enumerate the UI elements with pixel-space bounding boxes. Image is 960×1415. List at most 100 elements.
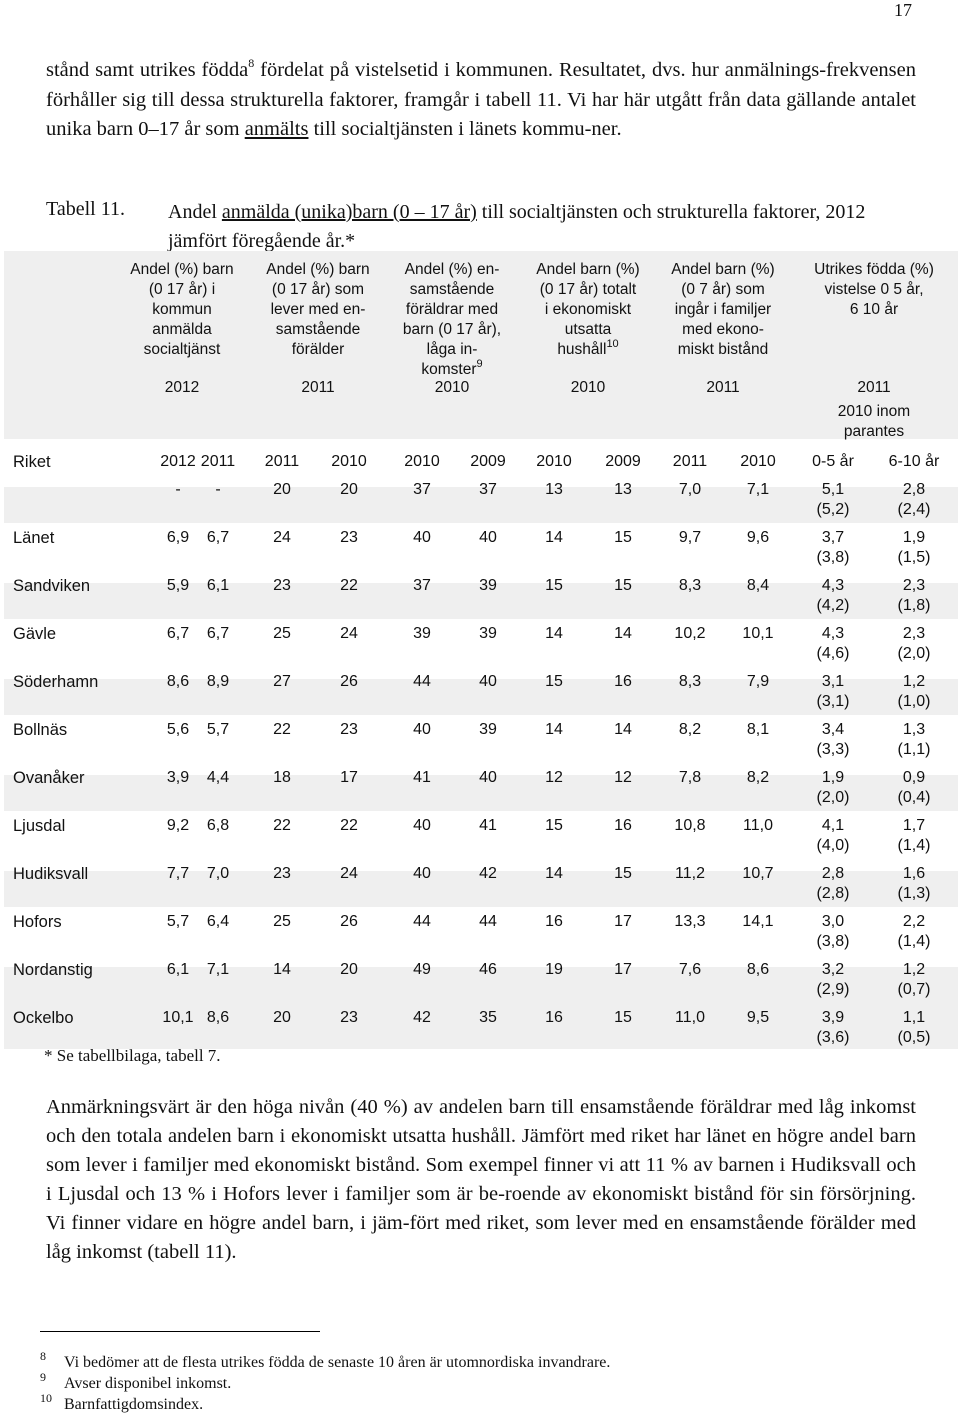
row-label: Ovanåker (13, 769, 85, 787)
body-text: Anmärkningsvärt är den höga nivån (40 %)… (46, 1096, 916, 1263)
intro-paragraph: stånd samt utrikes födda8 fördelat på vi… (46, 56, 916, 145)
data-cell: 27 (273, 673, 291, 690)
intro-text-3: till socialtjänsten i länets kommu-ner. (308, 118, 622, 140)
data-cell: 3,0 (821, 913, 845, 930)
data-cell: 9,7 (678, 529, 702, 546)
data-cell: 10,1 (742, 625, 774, 642)
data-cell: 9,5 (746, 1009, 770, 1026)
data-cell: 1,2 (902, 673, 926, 690)
data-cell: (3,1) (816, 693, 850, 710)
data-cell: 8,3 (678, 577, 702, 594)
column-header-line: Andel (%) barn (266, 261, 370, 278)
data-cell: 2,3 (902, 625, 926, 642)
data-cell: 4,3 (821, 625, 845, 642)
data-cell: 44 (413, 673, 431, 690)
data-cell: 40 (479, 529, 497, 546)
data-cell: 17 (614, 961, 632, 978)
year-cell: 2010 (331, 453, 367, 470)
data-cell: (3,8) (816, 933, 850, 950)
row-shading (4, 775, 958, 811)
data-cell: (1,4) (897, 933, 931, 950)
column-year: 2010 (434, 379, 470, 396)
footnote-9: 9 Avser disponibel inkomst. (40, 1367, 231, 1394)
data-cell: 6,1 (166, 961, 190, 978)
data-cell: 39 (413, 625, 431, 642)
year-cell: 2012 (160, 453, 196, 470)
data-cell: (0,5) (897, 1029, 931, 1046)
data-cell: 37 (413, 481, 431, 498)
footnote-number: 10 (40, 1391, 52, 1405)
data-cell: 6,9 (166, 529, 190, 546)
data-cell: 5,7 (166, 913, 190, 930)
data-cell: 15 (545, 673, 563, 690)
data-cell: 10,8 (674, 817, 706, 834)
data-cell: 1,3 (902, 721, 926, 738)
row-label: Nordanstig (13, 961, 93, 979)
data-cell: 26 (340, 913, 358, 930)
footnote-ref-10: 10 (606, 338, 619, 350)
data-cell: 5,1 (821, 481, 845, 498)
column-header-line: föräldrar med (405, 301, 499, 318)
data-cell: 20 (340, 481, 358, 498)
data-cell: 42 (413, 1009, 431, 1026)
data-cell: 23 (273, 577, 291, 594)
data-cell: 7,6 (678, 961, 702, 978)
footnote-rule (40, 1331, 320, 1332)
data-cell: 24 (273, 529, 291, 546)
footnote-text: Vi bedömer att de flesta utrikes födda d… (64, 1354, 611, 1371)
year-cell: 2011 (264, 453, 300, 470)
row-label: Gävle (13, 625, 57, 643)
data-cell: 40 (479, 673, 497, 690)
column-header-line: samstående (409, 281, 495, 298)
data-cell: (4,2) (816, 597, 850, 614)
data-cell: 26 (340, 673, 358, 690)
column-header-line: (0 7 år) som (681, 281, 765, 298)
data-cell: 40 (413, 529, 431, 546)
data-cell: 14 (614, 625, 632, 642)
column-header-line: miskt bistånd (677, 341, 769, 358)
data-cell: (1,5) (897, 549, 931, 566)
data-cell: 8,6 (166, 673, 190, 690)
data-cell: 22 (273, 721, 291, 738)
data-cell: 9,2 (166, 817, 190, 834)
column-year: 2011 (857, 379, 891, 396)
row-shading (4, 967, 958, 1049)
column-header-line: kommun (152, 301, 212, 318)
data-cell: 17 (340, 769, 358, 786)
data-cell: 6,7 (206, 625, 230, 642)
column-header-line: (0 17 år) i (148, 281, 216, 298)
data-cell: 6,8 (206, 817, 230, 834)
data-cell: 11,0 (675, 1009, 705, 1026)
row-label: Länet (13, 529, 55, 547)
footnote-text: Avser disponibel inkomst. (64, 1375, 232, 1392)
data-cell: 2,8 (902, 481, 926, 498)
column-year: 2012 (164, 379, 200, 396)
data-cell: (3,3) (816, 741, 850, 758)
data-cell: 8,3 (678, 673, 702, 690)
data-cell: 14,1 (742, 913, 774, 930)
footnote-text: Barnfattigdomsindex. (64, 1396, 204, 1413)
data-cell: 42 (479, 865, 497, 882)
row-label: Sandviken (13, 577, 91, 595)
table-caption-label: Tabell 11. (46, 198, 125, 220)
data-cell: 8,2 (678, 721, 702, 738)
year-cell: 2010 (404, 453, 440, 470)
row-shading (4, 251, 958, 439)
data-cell: (1,3) (897, 885, 931, 902)
data-cell: 1,2 (902, 961, 926, 978)
data-cell: 7,7 (166, 865, 190, 882)
column-header-line: socialtjänst (143, 341, 221, 358)
data-cell: 40 (479, 769, 497, 786)
data-cell: 1,7 (902, 817, 926, 834)
year-cell: 2010 (740, 453, 776, 470)
data-cell: 11,0 (743, 817, 773, 834)
data-cell: 15 (614, 529, 632, 546)
data-cell: 20 (273, 481, 291, 498)
column-header-line: förälder (291, 341, 345, 358)
data-cell: 4,4 (206, 769, 230, 786)
footnote-ref-9: 9 (476, 358, 483, 370)
data-cell: (0,7) (897, 981, 931, 998)
data-cell: 3,9 (166, 769, 190, 786)
data-table: Andel (%) barn (0 17 år) i kommun anmälda so… (4, 251, 958, 1049)
footnote-number: 8 (40, 1349, 46, 1363)
